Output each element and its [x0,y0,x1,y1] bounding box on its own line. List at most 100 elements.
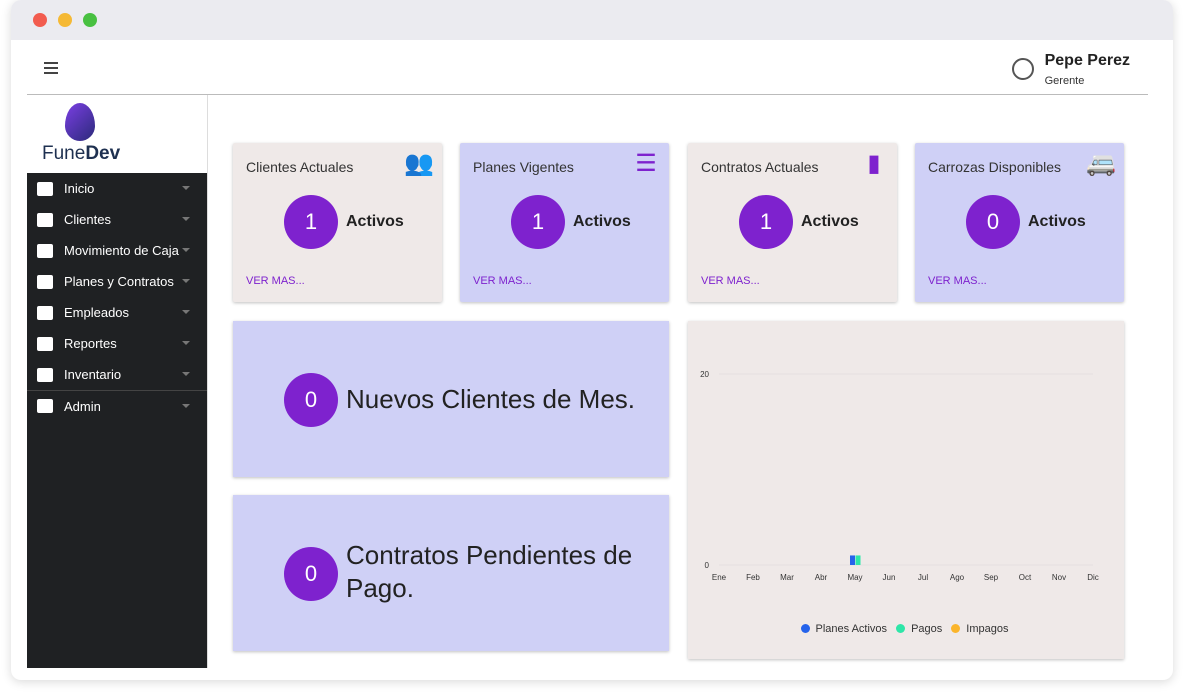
logo-text-bold: Dev [85,143,121,164]
ver-mas-link[interactable]: VER MAS... [928,275,987,287]
stat-card: Carrozas Disponibles 🚐 0 Activos VER MAS… [915,143,1124,302]
x-tick-label: May [847,573,862,582]
bar-pagos[interactable] [855,555,861,565]
card-title: Clientes Actuales [246,159,354,175]
sidebar-item-movimiento-de-caja[interactable]: Movimiento de Caja [27,235,207,266]
card-status: Activos [1028,213,1086,230]
card-count: 1 [511,195,565,249]
sidebar-item-reportes[interactable]: Reportes [27,328,207,359]
sidebar-item-admin[interactable]: Admin [27,390,207,421]
sidebar-item-label: Movimiento de Caja [64,243,179,258]
archive-icon [37,367,53,382]
x-tick-label: Oct [1019,573,1032,582]
sidebar-item-label: Reportes [64,336,117,351]
flame-logo-icon [65,103,95,141]
x-tick-label: Jun [883,573,896,582]
chevron-down-icon [182,372,190,376]
chevron-down-icon [182,186,190,190]
x-tick-label: Jul [918,573,928,582]
sidebar-item-planes-y-contratos[interactable]: Planes y Contratos [27,266,207,297]
stat-card: Clientes Actuales 👥 1 Activos VER MAS... [233,143,442,302]
contact-file-icon: ▮ [867,150,881,177]
legend-dot-icon [951,624,961,633]
user-name: Pepe Perez [1044,52,1130,69]
chevron-down-icon [182,404,190,408]
new-clients-panel: 0 Nuevos Clientes de Mes. [233,321,669,477]
minimize-window-button[interactable] [58,13,72,27]
user-info[interactable]: Pepe Perez Gerente [1045,52,1130,87]
legend-label: Planes Activos [815,623,888,635]
y-tick-label: 20 [700,370,709,379]
sidebar-item-empleados[interactable]: Empleados [27,297,207,328]
money-sync-icon [37,243,53,258]
card-count: 1 [284,195,338,249]
card-title: Contratos Actuales [701,159,819,175]
chevron-down-icon [182,279,190,283]
logo: FuneDev [27,95,207,173]
document-icon [37,336,53,351]
sidebar-item-inventario[interactable]: Inventario [27,359,207,390]
van-icon: 🚐 [1086,150,1116,177]
ver-mas-link[interactable]: VER MAS... [473,275,532,287]
sidebar-item-label: Inicio [64,181,95,196]
chart-legend: Planes Activos Pagos Impagos [688,623,1124,635]
card-status: Activos [801,213,859,230]
legend-label: Pagos [911,623,943,635]
x-tick-label: Abr [815,573,828,582]
maximize-window-button[interactable] [83,13,97,27]
users-icon: 👥 [404,150,434,177]
list-icon: ☰ [635,150,657,177]
legend-label: Impagos [966,623,1009,635]
home-icon [37,181,53,196]
chevron-down-icon [182,310,190,314]
stat-card: Contratos Actuales ▮ 1 Activos VER MAS..… [688,143,897,302]
x-tick-label: Nov [1052,573,1066,582]
avatar[interactable] [1012,58,1034,80]
sidebar-item-label: Empleados [64,305,130,320]
user-gear-icon [37,212,53,227]
sidebar-item-label: Planes y Contratos [64,274,174,289]
x-tick-label: Dic [1087,573,1099,582]
new-clients-count: 0 [284,373,338,427]
legend-dot-icon [800,624,810,633]
user-role: Gerente [1044,75,1085,87]
sidebar-item-label: Inventario [64,367,122,382]
x-tick-label: Sep [984,573,999,582]
files-icon [37,274,53,289]
ver-mas-link[interactable]: VER MAS... [701,275,760,287]
shield-user-icon [37,399,53,413]
legend-item[interactable]: Planes Activos [800,623,891,635]
badge-icon [37,305,53,320]
sidebar-item-label: Clientes [64,212,111,227]
sidebar-item-label: Admin [64,398,101,414]
sidebar-item-clientes[interactable]: Clientes [27,204,207,235]
card-title: Carrozas Disponibles [928,159,1062,175]
monthly-chart: 0 20 Ene Feb Mar Abr May Jun Jul Ago Sep Oct Nov Dic … [688,321,1124,659]
x-tick-label: Mar [780,573,794,582]
new-clients-label: Nuevos Clientes de Mes. [346,384,636,414]
chart-plot: 0 20 Ene Feb Mar Abr May Jun Jul Ago Sep Oct Nov Dic [700,370,1099,582]
chevron-down-icon [182,248,190,252]
card-status: Activos [346,213,404,230]
ver-mas-link[interactable]: VER MAS... [246,275,305,287]
sidebar: FuneDev Inicio Clientes Movimiento de Caja… [27,95,208,668]
close-window-button[interactable] [33,13,47,27]
y-tick-label: 0 [705,561,710,570]
menu-icon[interactable] [44,62,58,77]
logo-text: Fune [42,143,86,164]
pending-contracts-panel: 0 Contratos Pendientes de Pago. [233,495,669,651]
pending-contracts-label: Contratos Pendientes de Pago. [346,540,633,603]
card-status: Activos [573,213,631,230]
chevron-down-icon [182,217,190,221]
card-count: 1 [739,195,793,249]
card-title: Planes Vigentes [473,159,574,175]
x-tick-label: Ago [950,573,965,582]
bar-planes-activos[interactable] [850,555,855,565]
legend-dot-icon [896,624,906,633]
title-bar [11,0,1173,40]
stat-card: Planes Vigentes ☰ 1 Activos VER MAS... [460,143,669,302]
x-tick-label: Ene [712,573,727,582]
legend-item[interactable]: Impagos [951,623,1011,635]
sidebar-item-inicio[interactable]: Inicio [27,173,207,204]
legend-item[interactable]: Pagos [896,623,945,635]
